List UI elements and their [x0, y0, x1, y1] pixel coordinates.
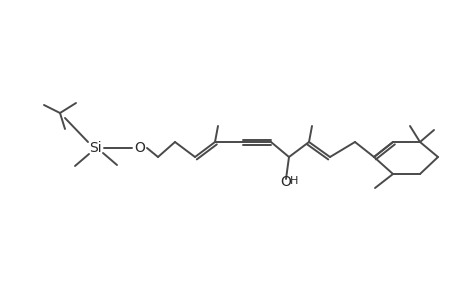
Text: Si: Si	[89, 141, 101, 155]
Text: O: O	[134, 141, 145, 155]
Text: H: H	[289, 176, 297, 186]
Text: O: O	[280, 175, 291, 189]
